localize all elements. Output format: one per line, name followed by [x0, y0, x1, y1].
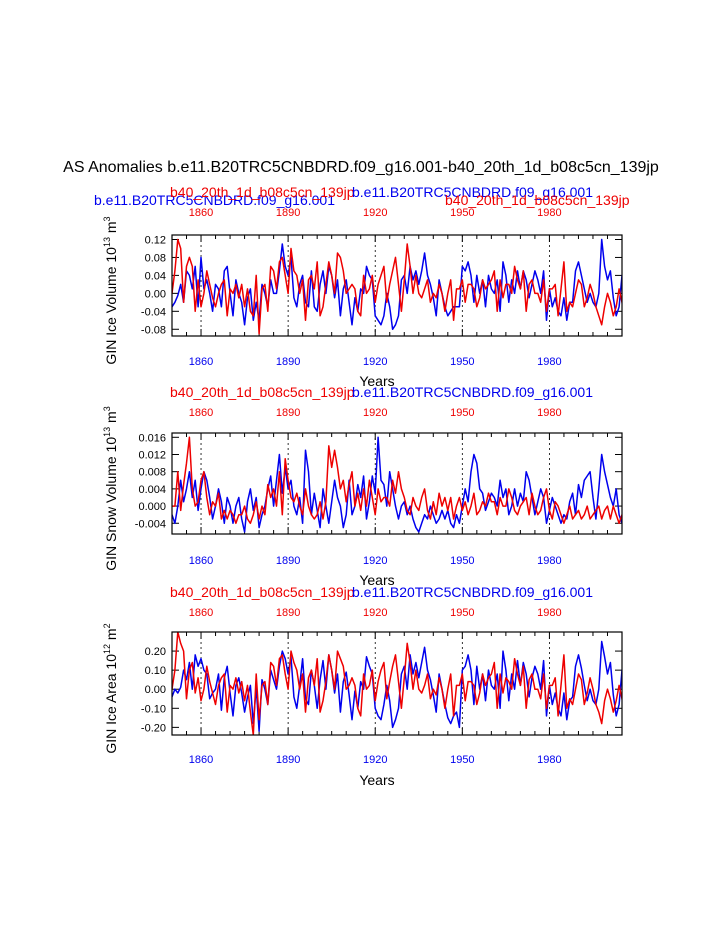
y-tick-label: -0.20: [141, 722, 166, 734]
x-tick-label-top: 1980: [537, 607, 561, 619]
x-tick-label-bottom: 1980: [537, 555, 561, 567]
x-tick-label-top: 1860: [189, 407, 213, 419]
y-axis-label: GIN Ice Area 1012 m2: [102, 623, 119, 753]
x-tick-label-top: 1890: [276, 607, 300, 619]
y-label-exp: 13: [102, 237, 112, 247]
panel-title-red: b40_20th_1d_b08c5cn_139jp: [170, 584, 355, 600]
y-label-main: GIN Snow Volume 10: [103, 437, 119, 571]
x-tick-label-top: 1890: [276, 207, 300, 219]
panel-title-blue: b.e11.B20TRC5CNBDRD.f09_g16.001: [352, 384, 593, 400]
x-tick-label-bottom: 1890: [276, 754, 300, 766]
x-tick-label-bottom: 1980: [537, 356, 561, 368]
x-tick-label-top: 1920: [363, 407, 387, 419]
x-tick-label-bottom: 1860: [189, 356, 213, 368]
y-label-unit-exp: 3: [102, 406, 112, 411]
x-axis-label: Years: [359, 572, 394, 588]
y-tick-label: 0.08: [145, 252, 166, 264]
x-axis-label: Years: [359, 772, 394, 788]
panel-title-red: b40_20th_1d_b08c5cn_139jp: [170, 384, 355, 400]
x-tick-label-bottom: 1950: [450, 754, 474, 766]
y-tick-label: 0.00: [145, 684, 166, 696]
x-tick-label-top: 1860: [189, 607, 213, 619]
x-tick-label-bottom: 1980: [537, 754, 561, 766]
series-line-red: [172, 436, 622, 525]
panel-title-blue: b.e11.B20TRC5CNBDRD.f09_g16.001: [352, 584, 593, 600]
y-tick-label: -0.08: [141, 324, 166, 336]
top-label-blue-right: b.e11.B20TRC5CNBDRD.f09_g16.001: [352, 184, 593, 200]
y-label-main: GIN Ice Area 10: [103, 654, 119, 754]
x-tick-label-top: 1950: [450, 207, 474, 219]
x-tick-label-top: 1980: [537, 407, 561, 419]
y-label-unit-exp: 3: [102, 216, 112, 221]
y-label-unit: m: [103, 221, 119, 237]
series-line-blue: [172, 436, 622, 533]
x-tick-label-bottom: 1890: [276, 356, 300, 368]
y-tick-label: 0.00: [145, 288, 166, 300]
figure-title: AS Anomalies b.e11.B20TRC5CNBDRD.f09_g16…: [63, 159, 659, 176]
y-label-unit: m: [103, 628, 119, 644]
y-label-main: GIN Ice Volume 10: [103, 247, 119, 365]
y-tick-label: -0.04: [141, 306, 166, 318]
x-tick-label-top: 1920: [363, 607, 387, 619]
y-tick-label: 0.12: [145, 234, 166, 246]
y-tick-label: 0.10: [145, 665, 166, 677]
x-tick-label-top: 1890: [276, 407, 300, 419]
top-label-blue-left: b.e11.B20TRC5CNBDRD.f09_g16.001: [94, 192, 335, 208]
series-line-red: [172, 238, 622, 335]
ice-volume-panel: 0.12 0.08 0.04 0.00 -0.04 -0.08 1860 1860 1890 18…: [102, 207, 623, 389]
y-axis-label: GIN Snow Volume 1013 m3: [102, 406, 119, 570]
x-tick-label-bottom: 1920: [363, 356, 387, 368]
x-tick-label-top: 1950: [450, 407, 474, 419]
x-tick-label-bottom: 1920: [363, 555, 387, 567]
y-tick-label: -0.004: [135, 518, 166, 530]
ice-area-panel: b40_20th_1d_b08c5cn_139jpb.e11.B20TRC5CN…: [102, 584, 623, 788]
plot-frame: [171, 631, 623, 736]
y-tick-label: 0.20: [145, 646, 166, 658]
y-tick-label: 0.016: [138, 432, 166, 444]
x-tick-label-bottom: 1860: [189, 555, 213, 567]
x-tick-label-top: 1860: [189, 207, 213, 219]
top-label-red-right: b40_20th_1d_b08c5cn_139jp: [445, 192, 630, 208]
y-axis-label: GIN Ice Volume 1013 m3: [102, 216, 119, 364]
y-label-unit: m: [103, 411, 119, 427]
y-tick-label: 0.000: [138, 501, 166, 513]
y-tick-label: 0.004: [138, 484, 166, 496]
x-tick-label-bottom: 1950: [450, 356, 474, 368]
x-tick-label-top: 1980: [537, 207, 561, 219]
x-tick-label-bottom: 1920: [363, 754, 387, 766]
x-tick-label-bottom: 1950: [450, 555, 474, 567]
y-tick-label: 0.008: [138, 467, 166, 479]
plot-frame: [171, 432, 623, 535]
x-tick-label-top: 1950: [450, 607, 474, 619]
y-tick-label: -0.10: [141, 703, 166, 715]
x-tick-label-bottom: 1860: [189, 754, 213, 766]
x-axis-label: Years: [359, 373, 394, 389]
x-tick-label-bottom: 1890: [276, 555, 300, 567]
snow-volume-panel: b40_20th_1d_b08c5cn_139jpb.e11.B20TRC5CN…: [102, 384, 623, 588]
x-tick-label-top: 1920: [363, 207, 387, 219]
y-label-exp: 12: [102, 644, 112, 654]
y-label-exp: 13: [102, 427, 112, 437]
top-label-red-left: b40_20th_1d_b08c5cn_139jp: [170, 184, 355, 200]
y-label-unit-exp: 2: [102, 623, 112, 628]
y-tick-label: 0.04: [145, 270, 166, 282]
plot-frame: [171, 234, 623, 337]
series-line-red: [172, 632, 622, 735]
y-tick-label: 0.012: [138, 449, 166, 461]
